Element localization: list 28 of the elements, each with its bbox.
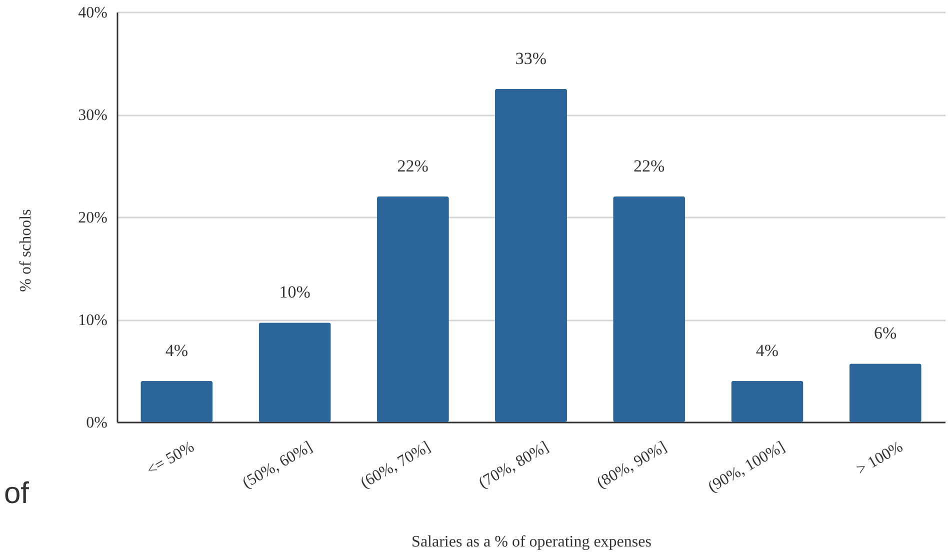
bar: [258, 322, 331, 422]
x-tick-label: (70%, 80%]: [476, 438, 552, 492]
bar: [731, 381, 804, 422]
x-tick-label: (60%, 70%]: [358, 438, 434, 492]
bar: [849, 364, 922, 422]
bar: [376, 196, 449, 422]
x-tick-label: (80%, 90%]: [594, 438, 670, 492]
bar: [140, 381, 213, 422]
y-tick-label: 20%: [78, 210, 108, 226]
data-label: 6%: [874, 324, 897, 343]
text: of: [4, 477, 30, 510]
bar: [494, 88, 568, 422]
x-tick-label: (50%, 60%]: [240, 438, 316, 492]
x-tick-label: > 100%: [854, 438, 906, 478]
bar: [613, 196, 686, 422]
y-axis-title: % of schools: [18, 209, 34, 292]
data-label: 33%: [515, 48, 547, 68]
y-tick-label: 10%: [78, 312, 108, 329]
data-label: 22%: [634, 156, 665, 176]
y-tick-label: 0%: [86, 414, 108, 432]
data-label: 4%: [756, 341, 779, 360]
data-label: 22%: [397, 156, 428, 176]
y-tick-label: 40%: [78, 4, 108, 22]
y-tick-label: 30%: [78, 107, 108, 124]
x-axis-title: Salaries as a % of operating expenses: [412, 534, 652, 550]
data-label: 10%: [279, 282, 310, 302]
data-label: 4%: [165, 341, 188, 360]
x-tick-label: <= 50%: [144, 438, 198, 479]
